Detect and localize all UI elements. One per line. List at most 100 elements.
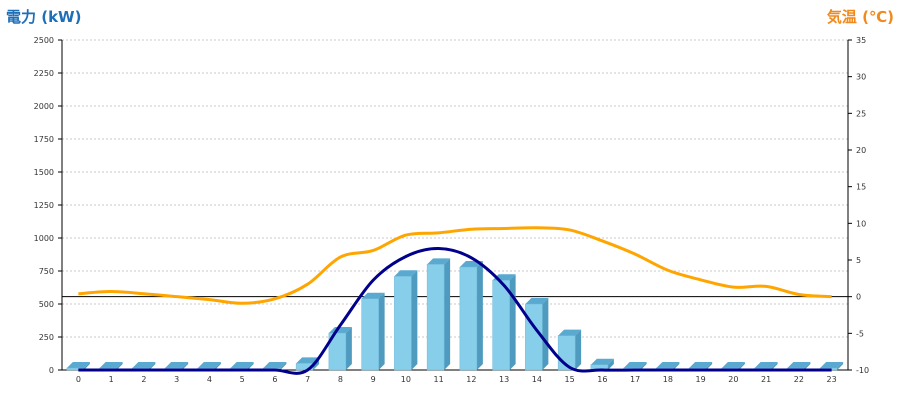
right-tick-label: 35 (856, 36, 866, 45)
bar (394, 276, 412, 371)
bar-side (738, 362, 745, 370)
right-tick-label: 5 (856, 256, 861, 265)
x-tick-label: 5 (240, 375, 245, 384)
bar-top (197, 362, 221, 368)
x-tick-label: 19 (696, 375, 706, 384)
bar-top (132, 362, 156, 368)
bar-side (804, 362, 811, 370)
bar-side (542, 298, 549, 370)
bar-side (476, 261, 483, 370)
bar-side (509, 274, 516, 370)
bar-side (771, 362, 778, 370)
bar-side (149, 362, 156, 370)
bar-top (721, 362, 745, 368)
left-axis-title: 電力 (kW) (6, 8, 82, 26)
bar-top (165, 362, 189, 368)
x-tick-label: 9 (371, 375, 376, 384)
bar-top (296, 357, 320, 364)
left-tick-label: 1000 (34, 234, 54, 243)
right-tick-label: -10 (856, 366, 869, 375)
bar-top (427, 258, 451, 265)
bar-top (230, 362, 254, 368)
x-tick-label: 23 (827, 375, 837, 384)
temperature-line (78, 226, 832, 305)
bar-side (575, 329, 582, 370)
bar-top (394, 270, 418, 277)
bar-side (444, 258, 451, 370)
bar-side (411, 270, 418, 370)
bar-top (66, 362, 90, 368)
x-tick-label: 0 (76, 375, 81, 384)
x-tick-label: 13 (499, 375, 509, 384)
left-tick-label: 1750 (34, 135, 54, 144)
x-tick-label: 20 (728, 375, 738, 384)
bar-side (116, 362, 123, 370)
left-tick-label: 0 (49, 366, 54, 375)
right-tick-label: 10 (856, 219, 866, 228)
power-line (78, 247, 832, 375)
left-tick-label: 750 (39, 267, 54, 276)
bar-top (361, 292, 385, 299)
bar-side (607, 358, 614, 370)
bar-top (558, 329, 582, 336)
x-tick-label: 4 (207, 375, 212, 384)
bar-side (640, 362, 647, 370)
left-tick-label: 250 (39, 333, 54, 342)
x-tick-label: 6 (272, 375, 277, 384)
bar-side (182, 362, 189, 370)
bar (492, 279, 510, 371)
x-tick-label: 17 (630, 375, 640, 384)
bar-top (820, 362, 844, 368)
x-tick-label: 1 (109, 375, 114, 384)
bar-side (247, 362, 254, 370)
x-tick-label: 21 (761, 375, 771, 384)
left-tick-label: 2500 (34, 36, 54, 45)
bar-top (656, 362, 680, 368)
x-tick-label: 16 (597, 375, 607, 384)
left-tick-label: 1250 (34, 201, 54, 210)
right-tick-label: 25 (856, 109, 866, 118)
bar-side (345, 327, 352, 370)
bar-side (280, 362, 287, 370)
bar-top (787, 362, 811, 368)
x-tick-label: 7 (305, 375, 310, 384)
bar-top (689, 362, 713, 368)
bar-top (754, 362, 778, 368)
x-tick-label: 12 (466, 375, 476, 384)
x-tick-label: 11 (434, 375, 444, 384)
bar-side (83, 362, 90, 370)
left-tick-label: 2000 (34, 102, 54, 111)
right-tick-label: 0 (856, 293, 861, 302)
x-tick-label: 8 (338, 375, 343, 384)
bar (426, 264, 445, 371)
right-tick-label: 30 (856, 73, 866, 82)
right-tick-label: -5 (856, 329, 864, 338)
x-tick-label: 22 (794, 375, 804, 384)
right-tick-label: 15 (856, 183, 866, 192)
left-tick-label: 2250 (34, 69, 54, 78)
right-axis-title: 気温 (℃) (826, 8, 894, 26)
bar-top (590, 358, 614, 365)
bar-top (99, 362, 123, 368)
bar-top (263, 362, 287, 368)
bar (525, 303, 543, 371)
bar (361, 298, 379, 371)
right-tick-label: 20 (856, 146, 866, 155)
bar (328, 332, 347, 371)
x-tick-label: 10 (401, 375, 411, 384)
bar-side (378, 292, 385, 370)
x-tick-label: 18 (663, 375, 673, 384)
bar-side (706, 362, 713, 370)
bar-side (214, 362, 221, 370)
bar-side (837, 362, 844, 370)
left-tick-label: 500 (39, 300, 54, 309)
bar (459, 266, 478, 371)
x-tick-label: 2 (141, 375, 146, 384)
bar-top (623, 362, 647, 368)
x-tick-label: 15 (565, 375, 575, 384)
bar-side (673, 362, 680, 370)
x-tick-label: 3 (174, 375, 179, 384)
left-tick-label: 1500 (34, 168, 54, 177)
